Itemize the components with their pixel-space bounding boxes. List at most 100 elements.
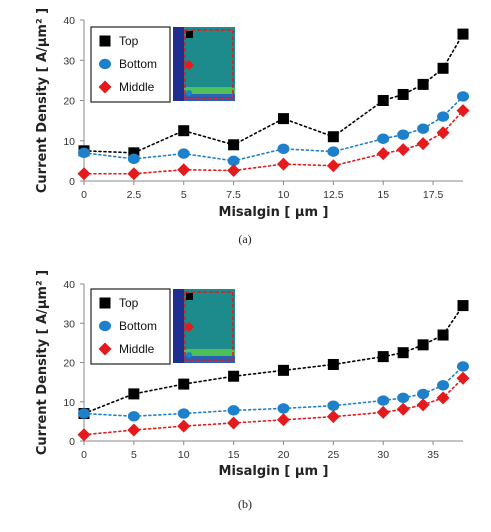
data-point-top — [128, 388, 140, 400]
data-point-middle — [77, 428, 91, 442]
y-tick-label: 20 — [63, 358, 75, 370]
data-point-bottom — [377, 395, 390, 406]
inset-bottom-marker — [186, 352, 192, 358]
data-point-middle — [376, 405, 390, 419]
legend-label-bottom: Bottom — [119, 319, 157, 333]
x-tick-label: 15 — [377, 189, 389, 201]
data-point-bottom — [397, 129, 410, 140]
data-point-top — [417, 78, 429, 90]
data-point-middle — [127, 167, 141, 181]
data-point-middle — [177, 163, 191, 177]
data-point-middle — [276, 157, 290, 171]
legend-marker-top — [99, 297, 111, 309]
legend-marker-bottom — [99, 58, 111, 70]
x-tick-label: 25 — [327, 449, 339, 461]
data-point-bottom — [177, 148, 190, 159]
data-point-bottom — [127, 153, 140, 165]
figure-caption: (b) — [238, 497, 252, 511]
data-point-middle — [77, 167, 91, 181]
legend-marker-bottom — [99, 320, 111, 332]
legend-marker-middle — [98, 342, 112, 356]
data-point-top — [397, 88, 409, 100]
series-line-middle — [83, 109, 464, 175]
x-tick-label: 17.5 — [423, 189, 444, 201]
data-point-top — [228, 370, 240, 382]
data-point-bottom — [437, 111, 450, 122]
data-point-top — [457, 28, 469, 40]
y-tick-label: 0 — [69, 176, 75, 188]
x-tick-label: 5 — [181, 189, 187, 201]
data-point-top — [128, 147, 140, 159]
data-point-top — [228, 139, 240, 151]
legend-label-middle: Middle — [119, 80, 155, 94]
legend-label-top: Top — [119, 296, 139, 310]
x-tick-label: 2.5 — [127, 189, 142, 201]
y-tick-label: 20 — [63, 96, 75, 108]
data-point-bottom — [327, 146, 340, 157]
legend-label-top: Top — [119, 34, 139, 48]
data-point-bottom — [277, 403, 290, 414]
data-point-bottom — [417, 388, 430, 400]
data-point-middle — [416, 398, 430, 412]
inset-middle-marker — [184, 322, 194, 332]
data-point-bottom — [437, 380, 450, 391]
data-point-top — [377, 351, 389, 363]
data-point-top — [178, 125, 190, 137]
inset-image-green-band — [184, 87, 235, 94]
data-point-bottom — [377, 133, 390, 144]
data-point-middle — [436, 391, 450, 405]
legend-marker-middle — [98, 80, 112, 94]
data-point-middle — [127, 423, 141, 437]
y-tick-label: 30 — [63, 55, 75, 67]
data-point-middle — [326, 159, 340, 173]
data-point-bottom — [78, 147, 90, 159]
x-tick-label: 15 — [228, 449, 240, 461]
data-point-middle — [227, 164, 241, 178]
inset-middle-marker — [184, 60, 194, 70]
data-point-bottom — [397, 392, 410, 404]
y-tick-label: 30 — [63, 318, 75, 330]
data-point-bottom — [277, 143, 290, 154]
data-point-middle — [436, 126, 450, 140]
x-tick-label: 5 — [131, 449, 137, 461]
legend-label-bottom: Bottom — [119, 57, 157, 71]
data-point-top — [327, 131, 339, 143]
data-point-top — [417, 339, 429, 351]
inset-top-marker — [186, 31, 193, 38]
data-point-top — [327, 358, 339, 370]
data-point-top — [397, 347, 409, 359]
x-tick-label: 7.5 — [226, 189, 241, 201]
data-point-top — [437, 62, 449, 74]
data-point-middle — [326, 410, 340, 424]
data-point-bottom — [417, 123, 430, 134]
x-axis-label: Misalgin [ μm ] — [219, 464, 329, 479]
inset-top-marker — [186, 293, 193, 300]
data-point-middle — [396, 143, 410, 157]
data-point-middle — [276, 413, 290, 427]
y-tick-label: 10 — [63, 397, 75, 409]
legend-label-middle: Middle — [119, 342, 155, 356]
y-axis-label: Current Density [ A/μm² ] — [35, 270, 50, 455]
x-tick-label: 35 — [427, 449, 439, 461]
inset-bottom-marker — [186, 90, 192, 96]
chart-panel-a: 0 10 20 30 40 0 2.5 5 7.5 10 12.5 15 17.5 Misalgin [ … — [35, 8, 470, 246]
x-tick-label: 20 — [278, 449, 290, 461]
x-tick-label: 12.5 — [323, 189, 344, 201]
legend-marker-top — [99, 35, 111, 47]
data-point-middle — [416, 137, 430, 151]
data-point-top — [178, 378, 190, 390]
data-point-middle — [396, 402, 410, 416]
data-point-bottom — [127, 411, 140, 422]
inset-image-left-band — [173, 27, 184, 101]
data-point-top — [377, 95, 389, 106]
data-point-bottom — [457, 91, 469, 102]
data-point-middle — [177, 419, 191, 433]
chart-panel-b: 0 10 20 30 40 0 5 10 15 20 25 30 35 Misalgin [ μm ] Cu… — [35, 270, 470, 511]
y-tick-label: 40 — [63, 15, 75, 27]
data-point-bottom — [457, 361, 469, 372]
data-point-bottom — [327, 400, 340, 411]
y-axis-label: Current Density [ A/μm² ] — [35, 8, 50, 193]
x-tick-label: 10 — [278, 189, 290, 201]
data-point-middle — [456, 104, 470, 118]
